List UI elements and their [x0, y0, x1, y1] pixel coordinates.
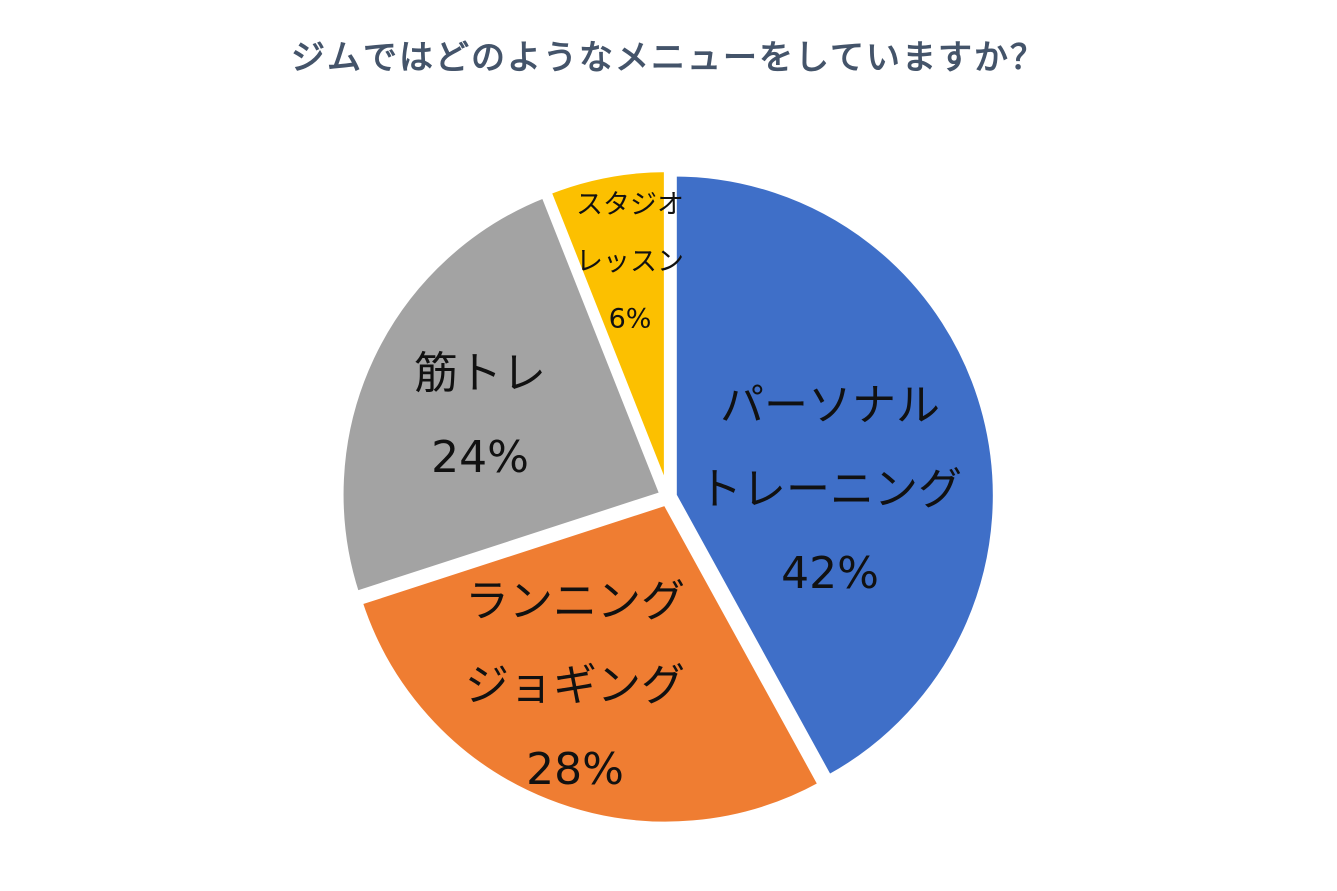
category-label: 筋トレ [414, 348, 546, 399]
category-label: スタジオ レッスン [576, 189, 684, 278]
pie-slice [355, 498, 825, 828]
slice-label: 筋トレ 24% [414, 332, 546, 500]
value-label: 28% [526, 744, 624, 795]
slice-label: スタジオ レッスン 6% [576, 177, 684, 348]
slice-label: ランニング ジョギング 28% [465, 560, 685, 812]
pie-slice [544, 166, 670, 493]
slice-label: パーソナル トレーニング 42% [698, 364, 962, 616]
value-label: 6% [608, 303, 652, 335]
pie-slice [337, 191, 667, 598]
pie-slice [670, 170, 999, 782]
value-label: 24% [431, 432, 529, 483]
category-label: パーソナル トレーニング [698, 380, 962, 515]
category-label: ランニング ジョギング [465, 576, 685, 711]
chart-title: ジムではどのようなメニューをしていますか？ [291, 38, 1046, 78]
value-label: 42% [781, 548, 879, 599]
